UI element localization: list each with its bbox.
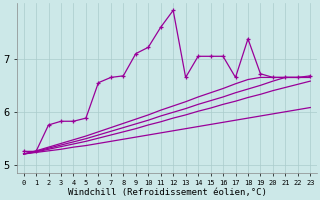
X-axis label: Windchill (Refroidissement éolien,°C): Windchill (Refroidissement éolien,°C) bbox=[68, 188, 266, 197]
